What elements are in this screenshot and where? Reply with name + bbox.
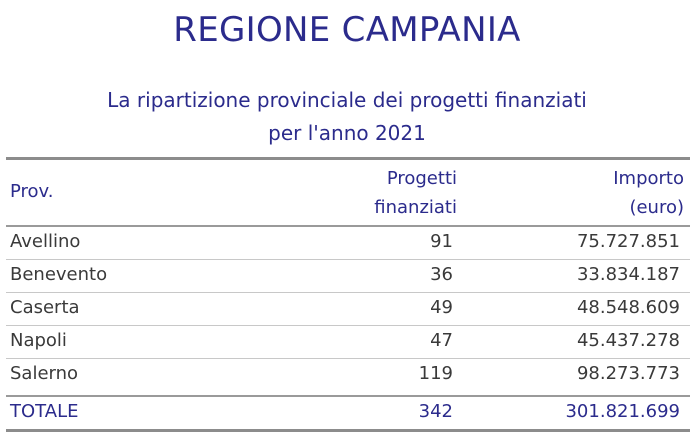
- row-divider: [6, 292, 690, 293]
- cell-importo: 48.548.609: [576, 297, 680, 318]
- table-row: Napoli 47 45.437.278: [6, 326, 690, 359]
- row-divider: [6, 259, 690, 260]
- cell-prov: Benevento: [10, 264, 108, 285]
- cell-importo: 33.834.187: [576, 264, 680, 285]
- header-rule: [6, 225, 690, 227]
- table-row: Salerno 119 98.273.773: [6, 359, 690, 392]
- total-row: TOTALE 342 301.821.699: [6, 397, 690, 430]
- header-progetti-line-1: Progetti: [386, 168, 457, 189]
- cell-progetti: 119: [418, 363, 453, 384]
- header-importo-line-2: (euro): [629, 197, 684, 218]
- table-row: Caserta 49 48.548.609: [6, 293, 690, 326]
- table-bottom-rule: [6, 429, 690, 432]
- row-divider: [6, 325, 690, 326]
- cell-prov: Napoli: [10, 330, 67, 351]
- table-row: Benevento 36 33.834.187: [6, 260, 690, 293]
- cell-progetti: 49: [430, 297, 453, 318]
- total-importo: 301.821.699: [565, 401, 680, 422]
- page-title: REGIONE CAMPANIA: [173, 10, 521, 50]
- subtitle-line-2: per l'anno 2021: [268, 121, 426, 145]
- cell-importo: 75.727.851: [576, 231, 680, 252]
- cell-prov: Avellino: [10, 231, 81, 252]
- header-prov: Prov.: [10, 181, 54, 202]
- cell-importo: 98.273.773: [576, 363, 680, 384]
- cell-importo: 45.437.278: [576, 330, 680, 351]
- total-label: TOTALE: [10, 401, 79, 422]
- cell-progetti: 36: [430, 264, 453, 285]
- row-divider: [6, 358, 690, 359]
- header-importo-line-1: Importo: [613, 168, 684, 189]
- header-progetti: Progetti finanziati: [374, 164, 457, 222]
- cell-prov: Salerno: [10, 363, 79, 384]
- cell-progetti: 47: [430, 330, 453, 351]
- total-rule: [6, 395, 690, 397]
- total-progetti: 342: [418, 401, 453, 422]
- table-row: Avellino 91 75.727.851: [6, 227, 690, 260]
- table-top-rule: [6, 157, 690, 160]
- cell-progetti: 91: [430, 231, 453, 252]
- header-importo: Importo (euro): [613, 164, 684, 222]
- subtitle-line-1: La ripartizione provinciale dei progetti…: [107, 88, 587, 112]
- header-progetti-line-2: finanziati: [374, 197, 457, 218]
- cell-prov: Caserta: [10, 297, 80, 318]
